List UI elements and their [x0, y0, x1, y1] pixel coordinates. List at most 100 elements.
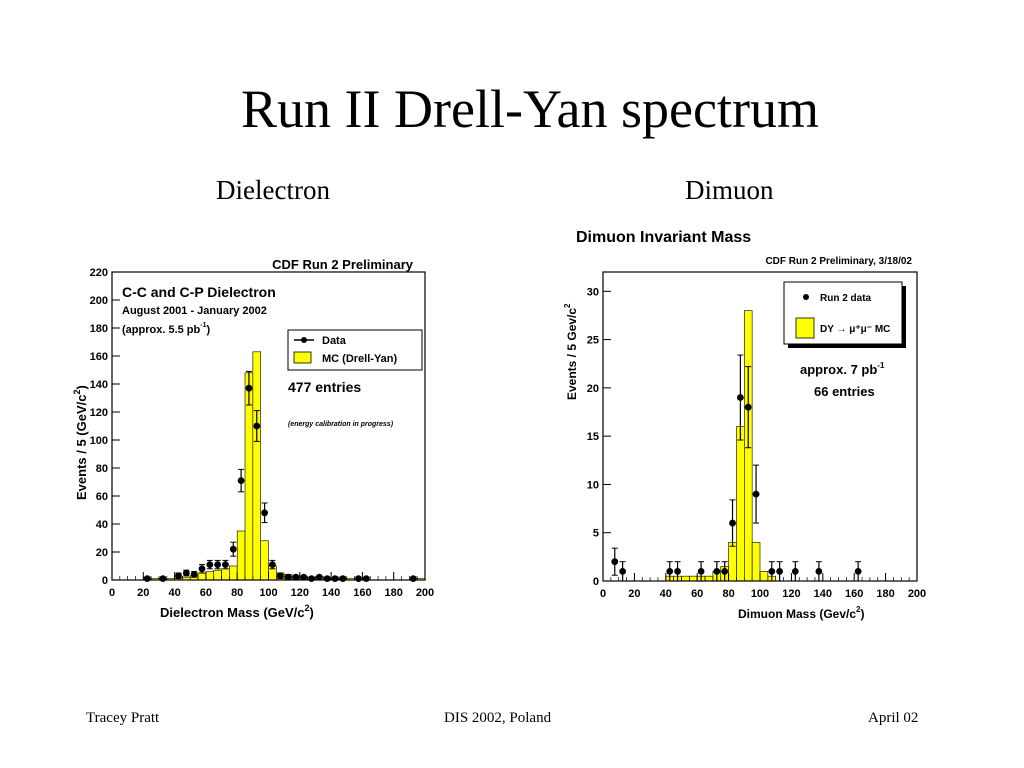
y-tick-label: 160 [90, 351, 108, 363]
data-marker [182, 569, 190, 577]
data-point [308, 575, 315, 582]
x-tick-label: 20 [137, 587, 149, 599]
legend-mc-label: MC (Drell-Yan) [322, 353, 398, 365]
data-point [269, 559, 276, 570]
dimuon-caption: Dimuon [685, 175, 774, 205]
data-marker [331, 575, 339, 582]
mc-bar [751, 542, 761, 582]
x-tick-label: 120 [291, 587, 309, 599]
data-marker [175, 572, 182, 580]
data-point [300, 573, 308, 581]
slide-title: Run II Drell-Yan spectrum [241, 79, 819, 139]
data-marker [611, 558, 619, 566]
dimuon-subheader: CDF Run 2 Preliminary, 3/18/02 [765, 256, 912, 267]
data-marker [355, 575, 362, 582]
data-point [339, 575, 347, 582]
data-point [214, 559, 222, 570]
dielectron-note: (energy calibration in progress) [288, 421, 394, 428]
x-tick-label: 140 [322, 587, 340, 599]
mc-bar [252, 351, 261, 581]
data-point [752, 464, 760, 524]
mc-bar [736, 426, 745, 582]
y-tick-label: 200 [90, 295, 108, 307]
legend-mc-label: DY → μ⁺μ⁻ MC [820, 324, 890, 335]
data-marker [261, 509, 268, 517]
y-tick-label: 140 [90, 379, 108, 391]
data-marker [721, 567, 729, 575]
x-tick-label: 100 [259, 587, 277, 599]
x-tick-label: 200 [908, 588, 926, 600]
x-tick-label: 60 [200, 587, 212, 599]
x-tick-label: 180 [876, 588, 894, 600]
data-point [292, 573, 300, 581]
data-marker [300, 573, 308, 581]
dielectron-caption: Dielectron [216, 175, 330, 205]
x-tick-label: 40 [168, 587, 180, 599]
data-point [776, 561, 784, 582]
y-tick-label: 180 [90, 323, 108, 335]
data-point [245, 370, 253, 406]
data-point [143, 575, 151, 582]
data-point [721, 561, 729, 582]
y-tick-label: 0 [102, 575, 108, 587]
data-marker [245, 384, 253, 392]
data-marker [752, 490, 760, 498]
data-marker [214, 561, 222, 568]
mc-bar [213, 569, 222, 581]
dielectron-ylabel: Events / 5 (GeV/c2) [72, 385, 89, 500]
data-point [355, 575, 362, 582]
y-tick-label: 100 [90, 435, 108, 447]
y-tick-label: 220 [90, 267, 108, 279]
data-point [182, 569, 190, 577]
legend-data-label: Run 2 data [820, 293, 872, 304]
data-marker [339, 575, 347, 582]
dielectron-xlabel: Dielectron Mass (GeV/c2) [160, 603, 314, 620]
mc-bar [197, 572, 207, 581]
mc-bar [229, 565, 238, 581]
data-point [315, 573, 323, 581]
data-point [736, 354, 744, 441]
data-marker [222, 561, 229, 568]
data-point [190, 571, 198, 578]
y-tick-label: 15 [587, 431, 599, 443]
data-marker [674, 567, 681, 575]
legend-data-marker [803, 294, 809, 300]
data-point [611, 547, 619, 576]
dimuon-xlabel: Dimuon Mass (Gev/c2) [738, 605, 864, 621]
mc-bar [221, 568, 230, 581]
data-marker [308, 575, 315, 582]
x-tick-label: 20 [628, 588, 640, 600]
data-point [276, 572, 284, 580]
data-point [323, 575, 331, 582]
dimuon-lumi: approx. 7 pb-1 [800, 361, 885, 377]
dimuon-entries: 66 entries [814, 384, 875, 399]
footer-date: April 02 [868, 710, 919, 726]
data-marker [284, 573, 292, 581]
dielectron-chart: CDF Run 2 Preliminary 0 20 40 60 80 100 120 140… [72, 257, 434, 620]
data-marker [269, 561, 276, 568]
dielectron-data-points [143, 370, 417, 582]
y-tick-label: 25 [587, 335, 599, 347]
dimuon-chart: Dimuon Invariant Mass CDF Run 2 Prelimin… [563, 229, 926, 621]
y-tick-label: 10 [587, 479, 599, 491]
y-tick-label: 0 [593, 576, 599, 588]
x-tick-label: 160 [353, 587, 371, 599]
dimuon-legend: Run 2 data DY → μ⁺μ⁻ MC [783, 281, 906, 348]
dielectron-title-line-2: August 2001 - January 2002 [122, 305, 267, 317]
data-point [206, 559, 214, 570]
data-point [362, 575, 370, 582]
x-tick-label: 200 [416, 587, 434, 599]
data-point [409, 575, 417, 582]
data-point [791, 561, 799, 582]
data-marker [206, 561, 214, 568]
mc-bar [728, 542, 737, 582]
data-point [222, 559, 229, 570]
y-tick-label: 30 [587, 286, 599, 298]
data-marker [768, 567, 776, 575]
y-tick-label: 20 [587, 383, 599, 395]
dielectron-lumi: (approx. 5.5 pb-1) [122, 322, 210, 336]
dielectron-mc-histogram [143, 351, 426, 581]
data-marker [143, 575, 151, 582]
data-point [854, 561, 862, 582]
x-tick-label: 140 [814, 588, 832, 600]
